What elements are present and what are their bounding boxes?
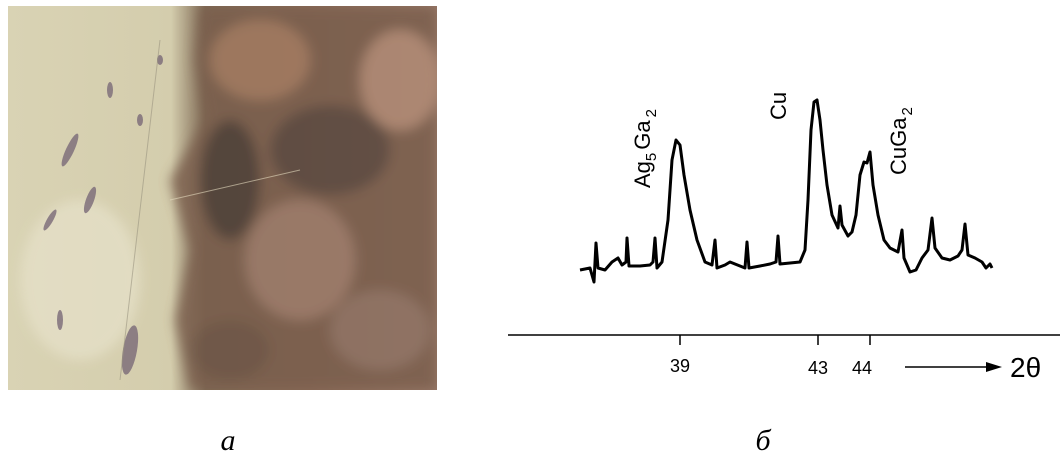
arrow-head	[986, 362, 1002, 372]
peak-label: CuGa 2	[886, 107, 916, 175]
formula-sub: 5	[643, 153, 660, 161]
formula-sub: 2	[899, 107, 916, 115]
xrd-pattern: 39 43 44 2θ Ag5 Ga 2 Cu CuGa 2	[508, 92, 1060, 383]
peak-label: Cu	[766, 92, 791, 120]
micrograph	[8, 6, 440, 390]
tick-label: 43	[808, 358, 828, 378]
formula-sub: 2	[643, 109, 660, 117]
page: {"figure": {"panels": [ {"label": "а"}, …	[0, 0, 1063, 464]
formula-part: Ag	[630, 161, 655, 188]
peak-label: Ag5 Ga 2	[630, 109, 660, 188]
formula-part: CuGa	[886, 117, 911, 175]
axis-label: 2θ	[1010, 352, 1041, 383]
panel-label: б	[755, 424, 771, 457]
figure: а 39 43 44 2θ Ag5 Ga 2 Cu CuGa 2 б	[0, 0, 1063, 464]
formula-part: Ga	[630, 120, 655, 150]
tick-label: 39	[670, 356, 690, 376]
panel-label: а	[221, 424, 236, 457]
tick-label: 44	[852, 358, 872, 378]
